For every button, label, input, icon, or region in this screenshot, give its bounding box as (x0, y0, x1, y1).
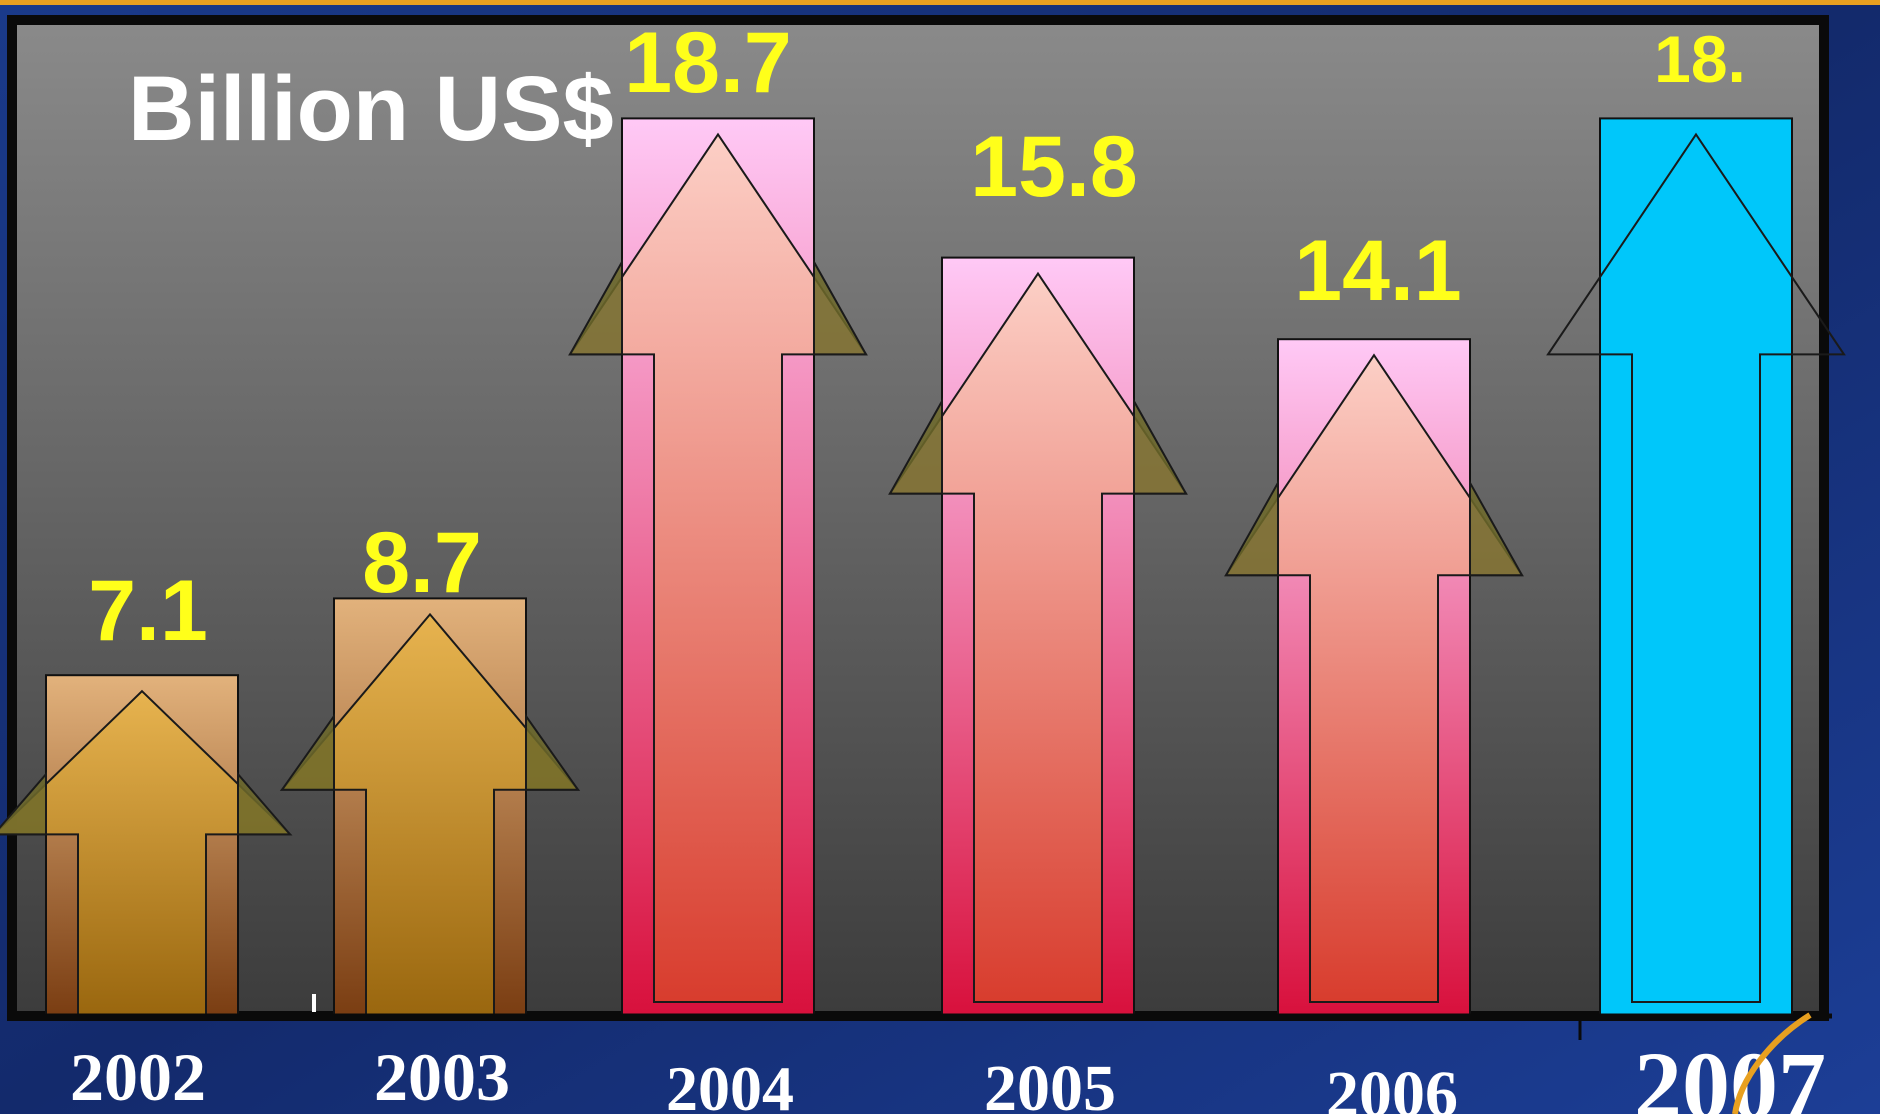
value-label-2006: 14.1 (1294, 223, 1461, 319)
arrow-wing-2005 (888, 397, 1188, 495)
year-label-2006: 2006 (1326, 1058, 1458, 1114)
top-accent-stripe (0, 0, 1880, 5)
year-label-2003: 2003 (374, 1039, 510, 1114)
arrow-wing-2004 (568, 258, 868, 356)
value-label-2007: 18. (1654, 22, 1746, 96)
value-label-2005: 15.8 (970, 119, 1137, 215)
value-label-2002: 7.1 (88, 563, 208, 659)
arrow-wing-2003 (280, 712, 580, 791)
plot-background (7, 15, 1829, 1021)
year-label-2002: 2002 (70, 1039, 206, 1114)
arrow-wing-2006 (1224, 478, 1524, 577)
arrows-layer (0, 132, 1846, 1017)
year-labels-layer: 2002 2003 2004 2005 2006 2007 (70, 1032, 1826, 1114)
arrow-wing-2002 (0, 771, 293, 836)
value-label-2003: 8.7 (362, 515, 482, 611)
value-label-2004: 18.7 (624, 15, 791, 111)
arrow-2007 (1546, 132, 1846, 1003)
value-labels-layer: 7.1 8.7 18.7 15.8 14.1 18. (88, 15, 1746, 659)
year-label-2004: 2004 (666, 1053, 794, 1114)
decorative-swoosh (1732, 1012, 1812, 1114)
year-label-2005: 2005 (984, 1052, 1116, 1114)
unit-label: Billion US$ (128, 58, 614, 160)
year-label-2007: 2007 (1634, 1032, 1826, 1114)
